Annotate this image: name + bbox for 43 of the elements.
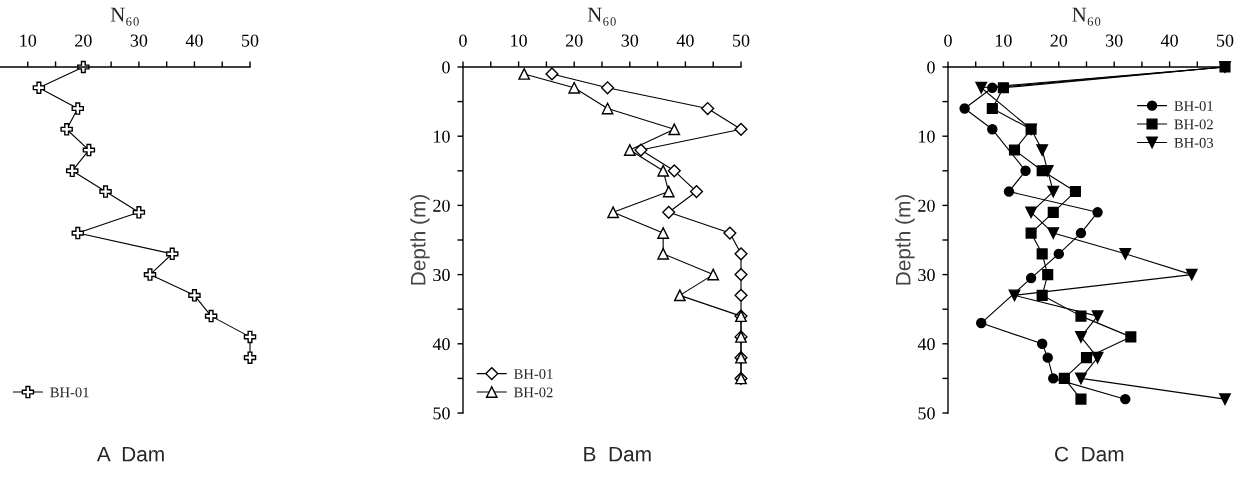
y-tick-label: 40	[432, 338, 450, 351]
y-tick-label: 50	[433, 407, 450, 420]
legend-label: BH-02	[1174, 119, 1213, 130]
legend-label: BH-01	[514, 369, 553, 379]
x-tick-label: 10	[995, 34, 1012, 47]
x-tick-label: 20	[1050, 34, 1068, 47]
y-tick-label: 30	[433, 268, 450, 282]
text: C Dam	[1055, 446, 1124, 462]
y-tick-label: 40	[917, 338, 935, 351]
x-axis-title: N₆₀	[1072, 7, 1101, 26]
x-tick-label: 20	[565, 34, 583, 47]
text: B Dam	[584, 446, 651, 462]
x-tick-label: 30	[1106, 34, 1123, 47]
x-tick-label: 40	[1160, 34, 1178, 47]
x-tick-label: 40	[676, 34, 694, 47]
y-tick-label: 50	[918, 407, 935, 420]
y-tick-label: 10	[919, 130, 935, 143]
x-axis-title: N₆₀	[587, 7, 616, 26]
x-tick-label: 10	[20, 34, 37, 47]
legend-label: BH-01	[1174, 101, 1213, 111]
x-tick-label: 0	[944, 34, 952, 47]
legend-label: BH-03	[1174, 137, 1214, 148]
legend-label: BH-02	[514, 387, 553, 398]
x-tick-label: 10	[511, 34, 527, 47]
y-tick-label: 0	[927, 61, 935, 74]
legend-label: BH-01	[50, 387, 89, 398]
x-tick-label: 40	[185, 34, 203, 47]
y-tick-label: 30	[918, 268, 935, 282]
y-axis-title: Depth (m)	[895, 194, 915, 285]
x-tick-label: 50	[242, 34, 259, 47]
x-tick-label: 30	[130, 34, 148, 47]
x-tick-label: 50	[733, 34, 750, 47]
y-tick-label: 10	[434, 130, 450, 143]
x-tick-label: 0	[459, 34, 467, 47]
y-tick-label: 0	[442, 61, 450, 74]
y-tick-label: 20	[433, 199, 450, 212]
x-tick-label: 20	[75, 34, 92, 47]
y-tick-label: 20	[918, 199, 935, 212]
y-axis-title: Depth (m)	[410, 194, 430, 285]
x-tick-label: 30	[621, 34, 639, 47]
x-tick-label: 50	[1217, 34, 1234, 47]
text: A Dam	[96, 446, 164, 462]
x-axis-title: N₆₀	[110, 7, 139, 26]
